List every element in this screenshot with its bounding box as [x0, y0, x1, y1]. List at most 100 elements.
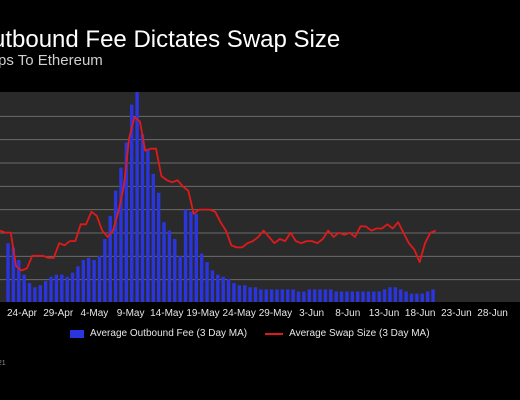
- bar: [135, 92, 139, 302]
- bar: [345, 291, 349, 302]
- bar: [6, 243, 10, 302]
- bar: [167, 230, 172, 302]
- bar: [146, 148, 150, 302]
- bar: [70, 272, 75, 302]
- bar: [415, 293, 419, 302]
- x-tick-label: 24-Apr: [7, 308, 38, 319]
- bar: [221, 276, 225, 302]
- x-tick-label: 14-May: [150, 308, 183, 319]
- bar: [253, 287, 258, 302]
- plot-area: [0, 92, 520, 302]
- bar: [334, 291, 338, 302]
- bar: [296, 291, 301, 302]
- bar: [156, 192, 161, 302]
- bar: [382, 289, 387, 302]
- bar: [189, 211, 193, 302]
- bar: [199, 253, 204, 302]
- bar: [11, 247, 16, 302]
- chart-title: utbound Fee Dictates Swap Size: [0, 26, 341, 53]
- x-tick-label: 8-Jun: [335, 308, 360, 319]
- x-tick-label: 18-Jun: [405, 308, 436, 319]
- x-tick-label: 29-May: [259, 308, 292, 319]
- bar: [372, 291, 376, 302]
- bar: [404, 291, 408, 302]
- x-tick-label: 3-Jun: [299, 308, 324, 319]
- bar: [17, 260, 21, 302]
- bar: [65, 276, 69, 302]
- bar: [226, 278, 231, 302]
- bar: [216, 274, 220, 302]
- legend-swatch-line: [265, 332, 284, 335]
- bar: [420, 293, 424, 302]
- bar: [54, 274, 59, 302]
- bar: [33, 287, 37, 302]
- bar: [248, 287, 252, 302]
- x-axis-ticks: 24-Apr 29-Apr 4-May 9-May 14-May 19-May 24-May…: [7, 308, 508, 319]
- bar: [178, 255, 182, 302]
- bar: [232, 283, 236, 302]
- chart-subtitle: ps To Ethereum: [0, 52, 103, 69]
- x-tick-label: 24-May: [223, 308, 256, 319]
- bar: [113, 190, 118, 302]
- bar: [243, 285, 247, 302]
- x-tick-label: 29-Apr: [43, 308, 74, 319]
- bar: [366, 291, 371, 302]
- swap-size-line: [0, 116, 437, 272]
- bar: [329, 289, 333, 302]
- bar: [183, 209, 188, 302]
- x-tick-label: 13-Jun: [369, 308, 400, 319]
- bar: [38, 285, 42, 302]
- bar: [103, 239, 107, 302]
- bar: [92, 260, 96, 302]
- bar: [173, 239, 177, 302]
- bar: [27, 283, 32, 302]
- x-tick-label: 19-May: [186, 308, 219, 319]
- bar: [43, 281, 48, 302]
- legend-swatch-bar: [70, 329, 84, 338]
- bar: [81, 260, 86, 302]
- legend: Average Outbound Fee (3 Day MA) Average …: [70, 328, 430, 339]
- bar: [409, 293, 414, 302]
- bar: [361, 291, 365, 302]
- bar: [312, 289, 317, 302]
- bar: [194, 213, 198, 302]
- bar: [350, 291, 355, 302]
- bar: [425, 291, 430, 302]
- bar: [280, 289, 285, 302]
- bar: [119, 167, 123, 302]
- x-tick-label: 4-May: [81, 308, 109, 319]
- legend-label-swap: Average Swap Size (3 Day MA): [289, 328, 430, 339]
- bar: [151, 173, 155, 302]
- bar: [318, 289, 322, 302]
- bar: [49, 276, 53, 302]
- bar: [76, 266, 80, 302]
- bar: [302, 291, 306, 302]
- line-series: [0, 116, 437, 272]
- bar: [237, 285, 242, 302]
- bar: [393, 287, 398, 302]
- bar: [323, 289, 328, 302]
- bar: [275, 289, 279, 302]
- bar: [399, 289, 403, 302]
- bar: [356, 291, 360, 302]
- bar: [388, 287, 392, 302]
- x-tick-label: 9-May: [117, 308, 145, 319]
- bar: [264, 289, 268, 302]
- bar: [210, 270, 215, 302]
- bar: [286, 289, 290, 302]
- bar: [140, 134, 145, 302]
- footnote: 021: [0, 360, 6, 367]
- x-tick-label: 23-Jun: [441, 308, 472, 319]
- bar: [97, 255, 102, 302]
- bar: [130, 104, 134, 302]
- bar: [108, 215, 112, 302]
- legend-label-fee: Average Outbound Fee (3 Day MA): [90, 328, 248, 339]
- bar: [124, 142, 129, 302]
- bar: [259, 289, 263, 302]
- bar: [269, 289, 274, 302]
- bar: [60, 274, 64, 302]
- bar: [205, 262, 209, 302]
- bar: [377, 291, 381, 302]
